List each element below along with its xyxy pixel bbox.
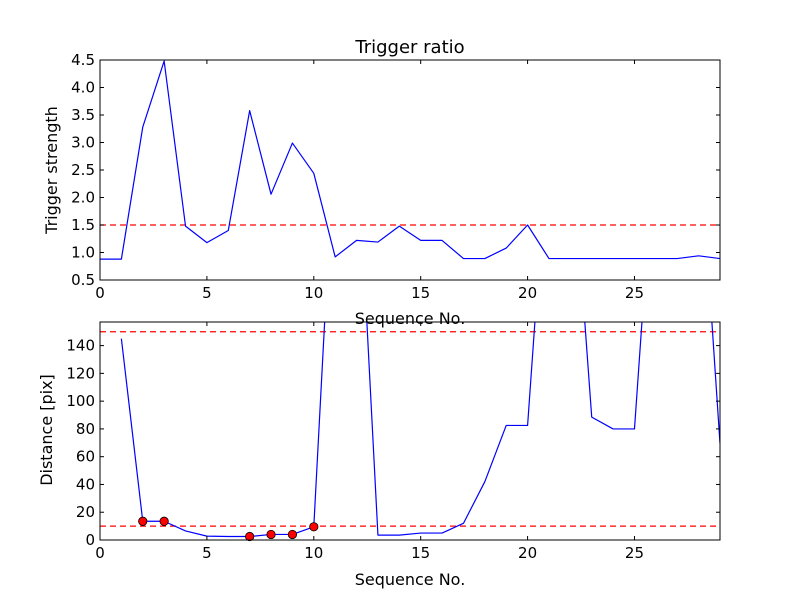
top-ytick-label-5: 3.0 (71, 134, 95, 152)
bottom-marker-4 (287, 529, 298, 540)
top-ytick-label-2: 1.5 (71, 216, 95, 234)
bottom-marker-2 (245, 531, 255, 542)
bottom-marker-5 (309, 522, 319, 532)
bottom-chart-xlabel: Sequence No. (355, 570, 466, 589)
bottom-ytick-label-6: 120 (66, 364, 95, 382)
top-ytick-label-7: 4.0 (71, 79, 95, 97)
top-chart-ylabel: Trigger strength (42, 106, 61, 235)
bottom-ytick-label-5: 100 (66, 392, 95, 410)
top-ytick-label-4: 2.5 (71, 161, 95, 179)
top-series-line-0 (100, 60, 720, 260)
bottom-ytick-label-4: 80 (76, 420, 95, 438)
bottom-chart-ylabel: Distance [pix] (37, 374, 56, 486)
bottom-xtick-label-4: 20 (518, 544, 537, 562)
top-ytick-label-1: 1.0 (71, 244, 95, 262)
top-xtick-label-3: 15 (411, 284, 430, 302)
top-ytick-label-6: 3.5 (71, 106, 95, 124)
bottom-ytick-label-3: 60 (76, 448, 95, 466)
top-xtick-label-2: 10 (304, 284, 323, 302)
bottom-marker-0 (138, 516, 148, 526)
top-ytick-label-0: 0.5 (71, 271, 95, 289)
bottom-ytick-label-2: 40 (76, 475, 95, 493)
bottom-xtick-label-3: 15 (411, 544, 430, 562)
bottom-marker-3 (266, 529, 276, 540)
top-chart-xlabel: Sequence No. (355, 309, 466, 328)
bottom-marker-1 (159, 516, 169, 526)
bottom-xtick-label-2: 10 (304, 544, 323, 562)
top-xtick-label-5: 25 (625, 284, 644, 302)
top-chart-title: Trigger ratio (354, 37, 464, 58)
top-ytick-label-8: 4.5 (71, 51, 95, 69)
top-ytick-label-3: 2.0 (71, 189, 95, 207)
bottom-ytick-label-1: 20 (76, 503, 95, 521)
top-xtick-label-0: 0 (95, 284, 105, 302)
bottom-ytick-label-7: 140 (66, 337, 95, 355)
bottom-xtick-label-1: 5 (202, 544, 212, 562)
bottom-xtick-label-0: 0 (95, 544, 105, 562)
bottom-series-line-0 (120, 322, 720, 538)
top-xtick-label-4: 20 (518, 284, 537, 302)
top-xtick-label-1: 5 (202, 284, 212, 302)
distance-panel: Sequence No. Distance [pix] 0 5 10 15 20 25 0 2… (37, 321, 721, 589)
trigger-ratio-panel: Trigger ratio Sequence No. Trigger stren… (42, 37, 721, 328)
bottom-plot-frame (99, 321, 721, 541)
bottom-ytick-label-0: 0 (85, 531, 95, 549)
bottom-xtick-label-5: 25 (625, 544, 644, 562)
